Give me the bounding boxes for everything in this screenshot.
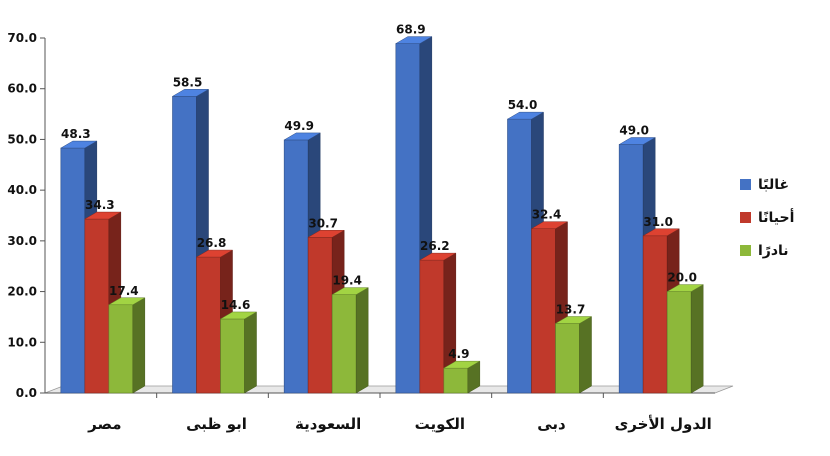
legend-swatch [740, 179, 751, 190]
data-label: 4.9 [448, 347, 469, 361]
data-label: 13.7 [556, 303, 586, 317]
category-label: دبى [537, 415, 566, 433]
bar-front [443, 367, 469, 394]
data-label: 19.4 [332, 274, 362, 288]
data-label: 32.4 [532, 208, 562, 222]
bar-front [331, 294, 357, 394]
y-tick-label: 20.0 [7, 285, 37, 299]
bar-side [690, 284, 704, 394]
bar-side [244, 311, 257, 394]
category-label: مصر [87, 415, 121, 433]
y-tick-label: 10.0 [7, 335, 37, 349]
bar-front [108, 304, 134, 394]
bar-front [507, 118, 532, 394]
bar-front [60, 147, 86, 394]
bar-top [307, 230, 346, 238]
data-label: 49.9 [284, 119, 314, 133]
bar-top [618, 137, 657, 145]
bar-top [171, 89, 210, 97]
bar-top [418, 252, 457, 261]
bar [331, 287, 370, 394]
bar-front [196, 256, 221, 394]
bar [219, 311, 258, 394]
bar-top [530, 221, 569, 229]
bar-front [220, 318, 245, 394]
y-tick-label: 50.0 [7, 132, 37, 146]
y-tick-label: 60.0 [7, 82, 37, 96]
category-label: السعودية [295, 415, 361, 433]
bar-top [195, 249, 234, 258]
bar-front [618, 144, 644, 394]
bar [618, 137, 657, 394]
legend-entry: غالبًا [740, 177, 789, 193]
data-label: 49.0 [619, 124, 649, 138]
legend-entry: أحيانًا [740, 208, 794, 226]
bar-top [666, 284, 705, 292]
data-label: 68.9 [396, 23, 426, 37]
bar [442, 360, 481, 394]
bar-front [84, 218, 110, 394]
bar-top [554, 316, 593, 324]
bar-front [283, 139, 309, 394]
bar-side [355, 287, 369, 394]
bar-side [132, 297, 146, 394]
data-label: 31.0 [643, 215, 673, 229]
bar-top [331, 287, 370, 295]
bar-front [555, 323, 580, 394]
bar-front [666, 291, 692, 394]
bar [666, 284, 705, 394]
bar-top [107, 297, 146, 306]
legend-label: غالبًا [758, 177, 789, 193]
legend-label: نادرًا [758, 243, 789, 259]
category-label: الدول الأخرى [615, 415, 712, 433]
legend-label: أحيانًا [758, 208, 794, 226]
bar-front [531, 228, 556, 394]
data-label: 26.8 [197, 236, 227, 250]
bar-top [506, 111, 545, 120]
bar-top [83, 211, 122, 220]
data-label: 20.0 [667, 271, 697, 285]
legend-swatch [740, 245, 751, 256]
bar-front [172, 96, 197, 394]
bar-top [219, 311, 258, 320]
data-label: 17.4 [109, 284, 139, 298]
legend-swatch [740, 212, 751, 223]
y-tick-label: 70.0 [7, 31, 37, 45]
category-label: ابو ظبى [186, 415, 247, 433]
y-tick-label: 0.0 [16, 386, 37, 400]
bar-front [642, 235, 668, 394]
bar-front [395, 43, 421, 394]
bar-top [394, 36, 433, 44]
data-label: 54.0 [508, 98, 538, 112]
bar-side [579, 316, 592, 394]
bar [418, 252, 457, 394]
data-label: 14.6 [221, 298, 251, 312]
bar-top [59, 140, 98, 149]
bar-front [419, 259, 445, 394]
data-label: 26.2 [420, 239, 450, 253]
bar-top [442, 360, 481, 369]
bar [554, 316, 593, 394]
legend-entry: نادرًا [740, 243, 789, 259]
y-tick-label: 30.0 [7, 234, 37, 248]
bar-top [283, 132, 322, 141]
data-label: 34.3 [85, 198, 115, 212]
bar [107, 297, 146, 394]
category-label: الكويت [415, 415, 465, 433]
data-label: 48.3 [61, 127, 91, 141]
bar-front [307, 237, 333, 394]
y-tick-label: 40.0 [7, 183, 37, 197]
data-label: 58.5 [173, 75, 203, 89]
data-label: 30.7 [308, 216, 338, 230]
bar [195, 249, 234, 394]
bar-top [642, 228, 681, 237]
